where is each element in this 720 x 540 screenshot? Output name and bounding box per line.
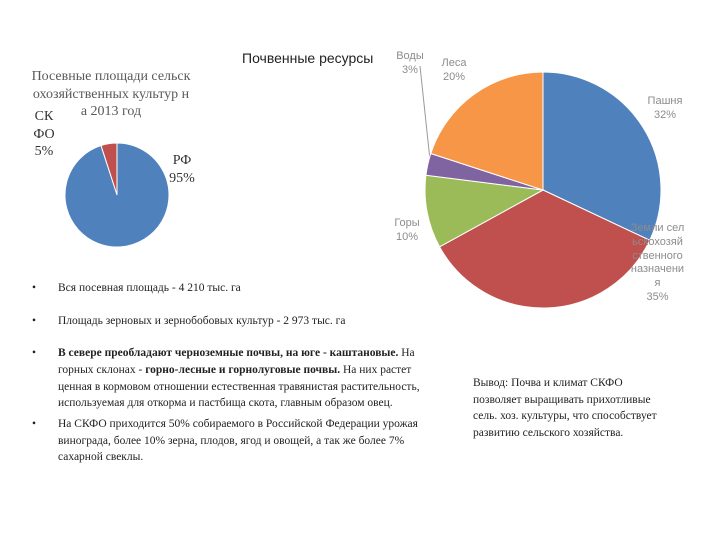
chart-title: Посевные площади сельскохозяйственных ку… <box>31 69 191 119</box>
text-run: горно-лесные и горнолуговые почвы. <box>145 364 341 377</box>
value-label: 20% <box>442 70 466 83</box>
value-label: 3% <box>402 63 418 76</box>
pie-slice <box>64 142 170 248</box>
value-label: 95% <box>169 170 195 186</box>
text-run: На них растет ценная в кормовом отношени… <box>58 364 420 410</box>
text-run: В севере преобладают черноземные почвы, … <box>58 347 399 360</box>
category-label: Пашня <box>647 95 683 107</box>
value-label: 32% <box>653 108 677 121</box>
value-label: 10% <box>395 230 419 243</box>
bullet: В севере преобладают черноземные почвы, … <box>30 345 420 412</box>
pie-slice <box>438 189 651 309</box>
category-label: Леса <box>441 57 467 69</box>
slice-label: СКФО 5% <box>30 108 58 161</box>
text-run: Площадь зерновых и зернобобовых культур … <box>58 314 346 327</box>
text-run: На горных склонах - <box>58 347 415 377</box>
pie-slice <box>542 71 662 241</box>
bullet: Площадь зерновых и зернобобовых культур … <box>30 313 420 330</box>
value-label: 5% <box>34 144 54 159</box>
slice-label: Воды 3% <box>388 50 432 78</box>
bullet-list: Вся посевная площадь - 4 210 тыс. га Площ… <box>30 280 420 466</box>
category-label: РФ <box>172 153 192 168</box>
slice-label: РФ 95% <box>162 152 202 187</box>
bullet: На СКФО приходится 50% собираемого в Рос… <box>30 416 420 466</box>
value-label: 35% <box>646 290 669 303</box>
bullet: Вся посевная площадь - 4 210 тыс. га <box>30 280 420 297</box>
text-run: Вся посевная площадь - 4 210 тыс. га <box>58 282 241 294</box>
slice-label: Земли сельскохозяйственного назначения 35… <box>630 222 685 305</box>
slice-label: Горы 10% <box>382 217 432 245</box>
category-label: Земли сельскохозяйственного назначения <box>630 222 685 289</box>
conclusion: Вывод: Почва и климат СКФО позволяет выр… <box>473 377 657 440</box>
pie-slice <box>424 174 545 248</box>
pie-slice <box>430 71 544 191</box>
slice-label: Леса 20% <box>432 57 476 85</box>
category-label: Воды <box>396 50 424 62</box>
text-run: На СКФО приходится 50% собираемого в Рос… <box>58 418 418 464</box>
slice-label: Пашня 32% <box>640 95 690 123</box>
leader-line <box>419 65 431 161</box>
category-label: Горы <box>394 217 420 229</box>
chart-title: Почвенные ресурсы <box>242 50 374 66</box>
category-label: СКФО <box>33 109 55 142</box>
